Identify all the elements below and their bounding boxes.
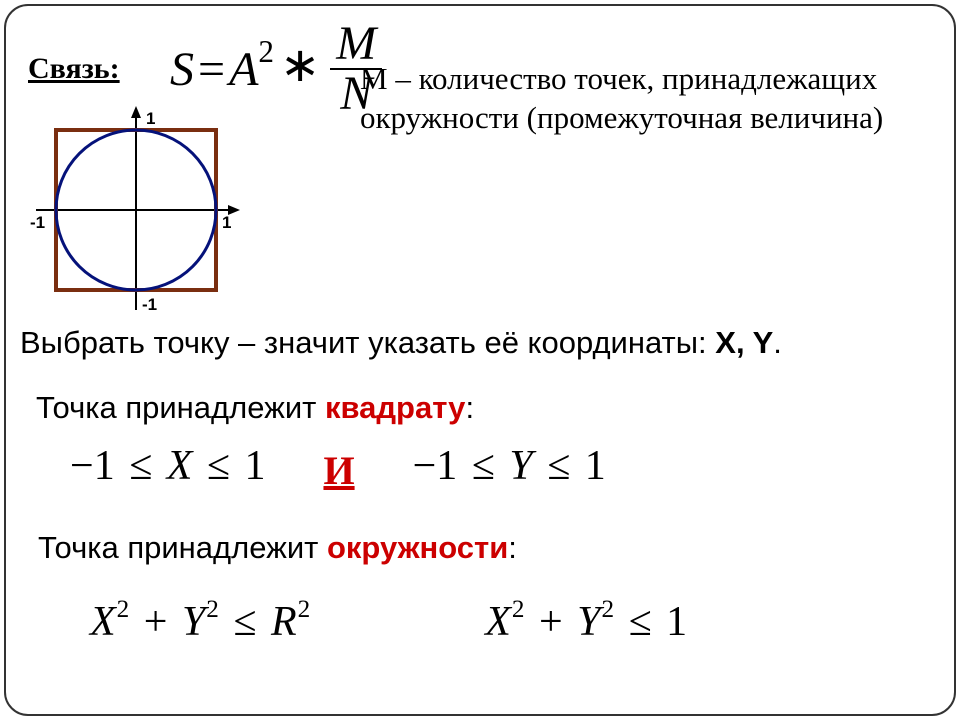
square-keyword: квадрату	[325, 390, 465, 425]
minus-sign: −	[413, 443, 437, 489]
num-one: 1	[436, 443, 457, 489]
link-label: Связь:	[28, 52, 120, 86]
square-condition-label: Точка принадлежит квадрату:	[36, 390, 474, 426]
formula-A: A	[229, 42, 258, 97]
num-one: 1	[94, 443, 115, 489]
axis-label-right: 1	[222, 213, 231, 232]
le-sign: ≤	[207, 443, 230, 489]
num-one: 1	[585, 443, 606, 489]
formula-star: ∗	[280, 37, 320, 93]
exp-2: 2	[206, 596, 219, 623]
circle-tail: :	[508, 530, 517, 565]
y-axis-arrow	[131, 106, 141, 118]
minus-sign: −	[70, 443, 94, 489]
choose-tail: .	[773, 325, 782, 360]
circle-inequalities: X2 + Y2 ≤ R2 X2 + Y2 ≤ 1	[90, 598, 930, 646]
inequality-y: −1 ≤ Y ≤ 1	[413, 442, 606, 490]
square-tail: :	[465, 390, 474, 425]
m-description: M – количество точек, принадлежащих окру…	[360, 60, 930, 138]
square-prefix: Точка принадлежит	[36, 390, 325, 425]
plus-sign: +	[539, 599, 563, 645]
var-X: X	[485, 599, 511, 645]
exp-2: 2	[117, 596, 130, 623]
circle-prefix: Точка принадлежит	[38, 530, 327, 565]
inequality-r: X2 + Y2 ≤ R2	[90, 598, 310, 646]
exp-2: 2	[602, 596, 615, 623]
circle-keyword: окружности	[327, 530, 508, 565]
var-Y: Y	[577, 599, 600, 645]
le-sign: ≤	[547, 443, 570, 489]
unit-circle-diagram: 1 1 -1 -1	[26, 100, 246, 320]
inequality-x: −1 ≤ X ≤ 1	[70, 442, 265, 490]
inequality-one: X2 + Y2 ≤ 1	[485, 598, 687, 646]
square-inequalities: −1 ≤ X ≤ 1 И −1 ≤ Y ≤ 1	[70, 442, 900, 490]
formula-S: S	[170, 42, 194, 97]
le-sign: ≤	[129, 443, 152, 489]
var-R: R	[271, 599, 297, 645]
axis-label-top: 1	[146, 109, 155, 128]
var-Y: Y	[509, 443, 532, 489]
axis-label-bottom: -1	[142, 295, 157, 314]
var-X: X	[90, 599, 116, 645]
var-X: X	[167, 443, 193, 489]
var-Y: Y	[182, 599, 205, 645]
exp-2: 2	[512, 596, 525, 623]
choose-point-text: Выбрать точку – значит указать её коорди…	[20, 325, 782, 361]
le-sign: ≤	[472, 443, 495, 489]
equals-sign: =	[198, 42, 225, 97]
circle-condition-label: Точка принадлежит окружности:	[38, 530, 517, 566]
formula-exp2: 2	[258, 34, 274, 70]
le-sign: ≤	[629, 599, 652, 645]
and-conjunction: И	[323, 447, 354, 494]
num-one: 1	[666, 599, 687, 645]
axis-label-left: -1	[30, 213, 45, 232]
le-sign: ≤	[233, 599, 256, 645]
plus-sign: +	[144, 599, 168, 645]
choose-prefix: Выбрать точку – значит указать её коорди…	[20, 325, 715, 360]
choose-xy: X, Y	[715, 325, 773, 360]
exp-2: 2	[298, 596, 311, 623]
num-one: 1	[244, 443, 265, 489]
